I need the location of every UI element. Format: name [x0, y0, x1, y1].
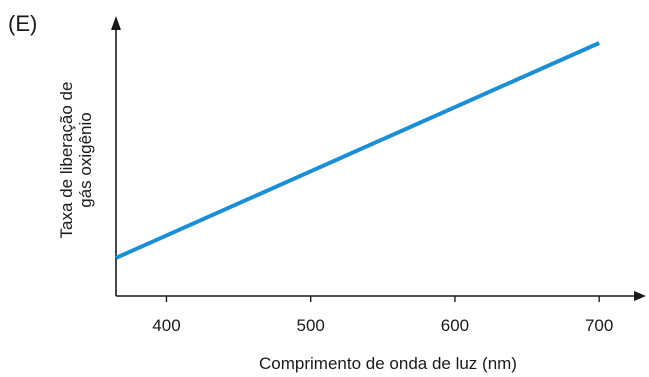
x-tick-label: 700	[585, 316, 613, 335]
y-axis	[111, 16, 121, 296]
x-ticks: 400 500 600 700	[152, 296, 613, 335]
y-axis-title-line: gás oxigênio	[76, 112, 95, 207]
x-axis-title: Comprimento de onda de luz (nm)	[259, 354, 517, 373]
panel-label: (E)	[8, 11, 37, 36]
x-axis	[116, 291, 646, 301]
y-axis-title-line: Taxa de liberação de	[57, 82, 76, 239]
x-axis-arrow	[634, 291, 646, 301]
y-axis-title: Taxa de liberação degás oxigênio	[57, 82, 95, 239]
y-axis-arrow	[111, 16, 121, 30]
x-tick-label: 400	[152, 316, 180, 335]
x-tick-label: 500	[297, 316, 325, 335]
x-tick-label: 600	[441, 316, 469, 335]
series-line	[115, 41, 601, 260]
